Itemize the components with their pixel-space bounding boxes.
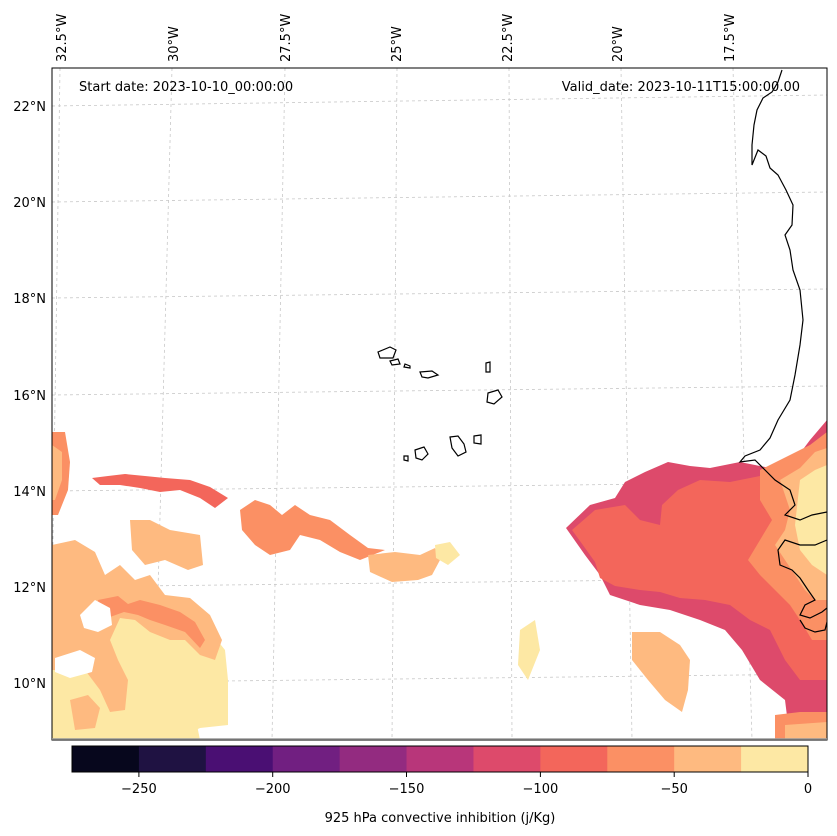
- lat-tick-label: 10°N: [13, 677, 46, 692]
- lat-tick-label: 16°N: [13, 389, 46, 404]
- cape-verde-islands: [377, 346, 503, 462]
- lon-tick-label: 32.5°W: [55, 14, 70, 62]
- start-date-label: Start date: 2023-10-10_00:00:00: [79, 80, 293, 95]
- valid-date-label: Valid_date: 2023-10-11T15:00:00.00: [562, 80, 800, 95]
- colorbar-tick-label: −200: [255, 782, 291, 797]
- colorbar-segment: [607, 746, 675, 772]
- colorbar-segment: [674, 746, 742, 772]
- lon-tick-label: 30°W: [167, 26, 182, 62]
- colorbar-segments: [72, 746, 809, 772]
- colorbar-segment: [741, 746, 809, 772]
- lon-tick-label: 17.5°W: [723, 14, 738, 62]
- cin-region-east-south-light: [518, 620, 540, 680]
- colorbar-ticks: −250 −200 −150 −100 −50 0: [121, 772, 812, 797]
- lon-tick-label: 20°W: [611, 26, 626, 62]
- map-frame-border: [51, 67, 828, 741]
- lon-tick-label: 22.5°W: [501, 14, 516, 62]
- colorbar-segment: [272, 746, 341, 772]
- lon-tick-label: 25°W: [390, 26, 405, 62]
- lat-tick-label: 14°N: [13, 485, 46, 500]
- colorbar: −250 −200 −150 −100 −50 0 925 hPa convec…: [71, 745, 812, 826]
- colorbar-segment: [339, 746, 408, 772]
- cin-region-east-yellow2: [795, 465, 827, 575]
- cin-region-central-patch1: [240, 500, 385, 560]
- africa-coastline-south: [777, 539, 827, 619]
- cin-region-west-light2: [130, 690, 200, 740]
- cin-region-central-light: [368, 548, 440, 582]
- colorbar-segment: [473, 746, 541, 772]
- cin-region-central-band: [92, 474, 228, 508]
- lat-tick-label: 18°N: [13, 292, 46, 307]
- lat-tick-labels: 22°N 20°N 18°N 16°N 14°N 12°N 10°N: [13, 100, 46, 692]
- lat-tick-label: 22°N: [13, 100, 46, 115]
- colorbar-tick-label: 0: [804, 782, 812, 797]
- cin-region-west-hole2: [55, 650, 95, 678]
- guinea-bissau-islands: [799, 619, 827, 633]
- cin-region-west-hole: [80, 600, 112, 632]
- lat-tick-label: 12°N: [13, 581, 46, 596]
- colorbar-tick-label: −100: [523, 782, 559, 797]
- cin-region-west-bands: [98, 596, 205, 648]
- colorbar-tick-label: −250: [121, 782, 157, 797]
- cin-region-west-patch: [130, 520, 203, 570]
- cin-region-central-tiny: [435, 542, 460, 565]
- cin-region-west-lower: [70, 695, 100, 730]
- colorbar-border: [71, 745, 809, 773]
- colorbar-label: 925 hPa convective inhibition (j/Kg): [325, 811, 556, 826]
- lat-tick-label: 20°N: [13, 196, 46, 211]
- africa-coastline: [738, 69, 827, 521]
- colorbar-segment: [72, 746, 140, 772]
- cin-region-west-orange: [52, 540, 222, 712]
- colorbar-segment: [540, 746, 608, 772]
- colorbar-segment: [138, 746, 207, 772]
- colorbar-tick-label: −150: [389, 782, 425, 797]
- lon-tick-label: 27.5°W: [279, 14, 294, 62]
- colorbar-tick-label: −50: [660, 782, 687, 797]
- cin-region-east-south: [632, 632, 690, 712]
- cin-region-west-edge-inner: [52, 445, 62, 500]
- colorbar-segment: [205, 746, 274, 772]
- colorbar-segment: [406, 746, 474, 772]
- cin-region-east-corner-light: [785, 722, 827, 740]
- lon-tick-labels: 32.5°W 30°W 27.5°W 25°W 22.5°W 20°W 17.5…: [55, 14, 738, 62]
- cin-region-east-orange: [572, 460, 827, 680]
